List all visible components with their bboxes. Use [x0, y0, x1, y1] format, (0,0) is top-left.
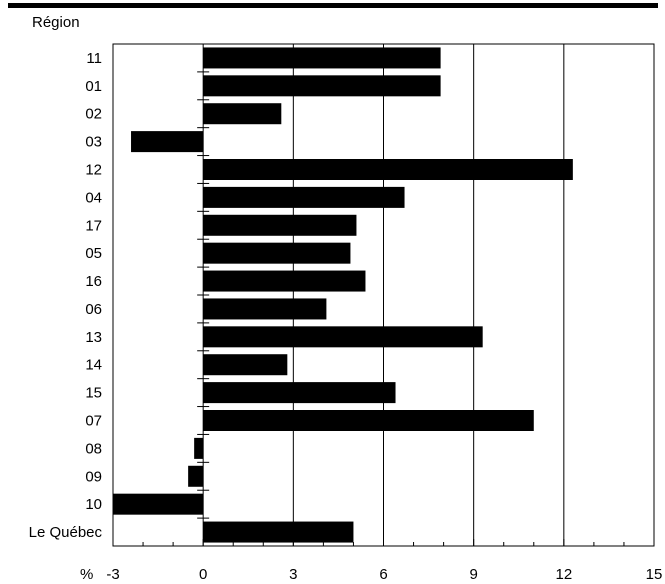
- category-label: Le Québec: [29, 524, 103, 541]
- bar: [113, 493, 204, 515]
- category-label: 07: [85, 413, 102, 430]
- category-label: 08: [85, 440, 102, 457]
- category-label: 02: [85, 106, 102, 123]
- x-tick-label: 0: [199, 566, 207, 583]
- bar: [203, 214, 357, 236]
- bar: [203, 326, 483, 348]
- bar: [203, 75, 441, 97]
- x-tick-label: 6: [379, 566, 387, 583]
- category-label: 05: [85, 245, 102, 262]
- bar: [203, 382, 396, 404]
- category-label: 03: [85, 134, 102, 151]
- bar: [203, 410, 534, 431]
- category-label: 04: [85, 189, 102, 206]
- y-axis-title: Région: [32, 14, 80, 31]
- bar: [203, 186, 405, 208]
- bar: [203, 521, 354, 543]
- bar: [203, 242, 351, 264]
- category-label: 11: [86, 50, 102, 67]
- category-label: 06: [85, 301, 102, 318]
- bar: [194, 437, 204, 459]
- bar: [203, 298, 327, 320]
- bar: [203, 354, 288, 376]
- axes: [112, 43, 655, 547]
- x-tick-label: 12: [555, 566, 572, 583]
- bars: [113, 47, 573, 543]
- category-label: 01: [85, 78, 102, 95]
- bar: [131, 131, 204, 153]
- category-label: 12: [85, 162, 102, 179]
- x-tick-label: -3: [106, 566, 119, 583]
- top-rule: [8, 3, 658, 8]
- labels: -3 0 3 6 9 12 15110102031204170516061314150708…: [29, 50, 663, 583]
- category-label: 16: [85, 273, 102, 290]
- category-label: 14: [85, 357, 102, 374]
- x-tick-label: 9: [469, 566, 477, 583]
- category-label: 17: [85, 217, 102, 234]
- x-axis-unit-label: %: [80, 566, 93, 583]
- bar: [188, 465, 204, 487]
- x-tick-label: 15: [646, 566, 663, 583]
- bar: [203, 103, 282, 125]
- bar: [203, 159, 573, 180]
- bar: [203, 47, 441, 69]
- x-tick-label: 3: [289, 566, 297, 583]
- category-label: 15: [85, 385, 102, 402]
- category-label: 09: [85, 468, 102, 485]
- category-label: 13: [85, 329, 102, 346]
- bar: [203, 270, 366, 292]
- category-label: 10: [85, 496, 102, 513]
